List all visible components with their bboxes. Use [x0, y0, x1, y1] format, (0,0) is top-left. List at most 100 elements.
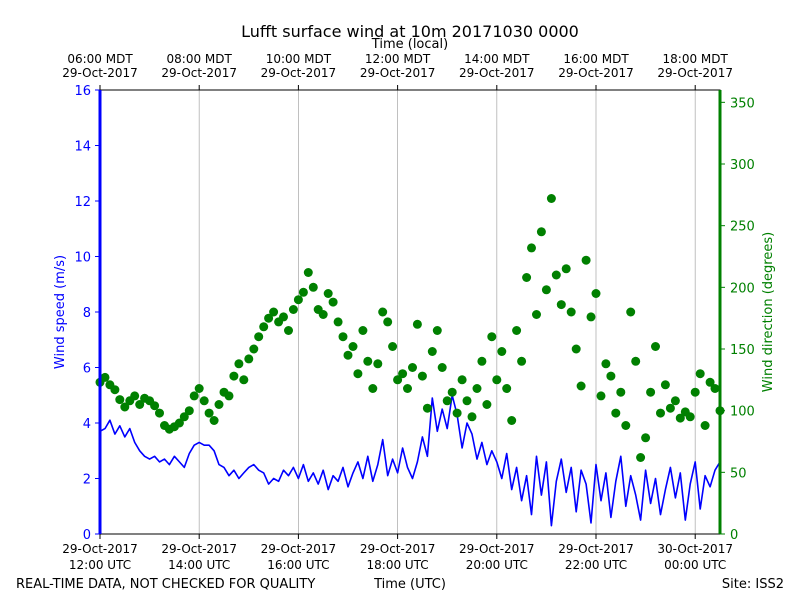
- wind-direction-point: [670, 396, 680, 406]
- wind-direction-point: [522, 273, 532, 282]
- wind-direction-point: [541, 285, 551, 295]
- wind-direction-point: [462, 396, 472, 406]
- wind-direction-point: [239, 375, 249, 385]
- wind-direction-point: [422, 403, 432, 413]
- wind-direction-point: [477, 356, 487, 366]
- wind-direction-point: [646, 387, 656, 397]
- wind-direction-point: [507, 416, 517, 425]
- top-tick-label: 14:00 MDT: [464, 52, 530, 66]
- wind-direction-point: [457, 375, 467, 385]
- wind-direction-point: [621, 421, 631, 430]
- wind-direction-point: [591, 289, 601, 298]
- wind-direction-point: [596, 391, 606, 401]
- wind-direction-point: [348, 342, 358, 351]
- bottom-tick-label: 20:00 UTC: [466, 558, 528, 572]
- wind-direction-point: [447, 387, 457, 397]
- wind-direction-point: [288, 305, 298, 314]
- wind-direction-point: [700, 421, 710, 430]
- left-axis-ticks: 0 2 4 6 8 10 12 14 16: [74, 84, 100, 543]
- wind-direction-point: [308, 282, 318, 292]
- left-tick-label: 2: [83, 473, 91, 488]
- bottom-tick-label: 00:00 UTC: [664, 558, 726, 572]
- wind-direction-series: [95, 194, 725, 462]
- left-tick-label: 14: [74, 140, 91, 155]
- wind-direction-point: [150, 401, 160, 411]
- top-axis-label: Time (local): [371, 37, 448, 52]
- right-tick-label: 200: [730, 281, 755, 296]
- wind-direction-point: [234, 359, 244, 369]
- left-tick-label: 0: [83, 528, 91, 543]
- top-tick-label: 08:00 MDT: [167, 52, 233, 66]
- bottom-axis-ticks: 29-Oct-2017 12:00 UTC 29-Oct-2017 14:00 UTC…: [62, 534, 733, 572]
- wind-direction-point: [398, 369, 408, 379]
- wind-direction-point: [383, 317, 393, 327]
- wind-direction-point: [536, 227, 546, 237]
- bottom-tick-label: 29-Oct-2017: [360, 542, 436, 556]
- wind-direction-point: [695, 369, 705, 379]
- left-tick-label: 16: [74, 84, 91, 99]
- wind-direction-point: [155, 408, 164, 418]
- bottom-tick-label: 22:00 UTC: [565, 558, 627, 572]
- bottom-tick-label: 30-Oct-2017: [657, 542, 733, 556]
- left-tick-label: 8: [83, 306, 91, 321]
- wind-direction-point: [393, 375, 403, 385]
- wind-direction-point: [527, 243, 536, 253]
- wind-direction-point: [328, 297, 338, 307]
- wind-direction-point: [259, 322, 269, 332]
- right-tick-label: 300: [730, 158, 755, 173]
- top-tick-label: 29-Oct-2017: [161, 66, 237, 80]
- wind-direction-point: [338, 332, 348, 342]
- bottom-axis-label: Time (UTC): [373, 577, 446, 592]
- top-tick-label: 18:00 MDT: [663, 52, 729, 66]
- wind-direction-point: [204, 408, 214, 418]
- wind-direction-point: [606, 371, 616, 381]
- wind-direction-point: [710, 384, 720, 393]
- wind-direction-point: [551, 270, 561, 280]
- wind-direction-point: [378, 307, 388, 317]
- wind-direction-point: [656, 408, 665, 418]
- bottom-tick-label: 14:00 UTC: [168, 558, 230, 572]
- top-tick-label: 29-Oct-2017: [459, 66, 535, 80]
- wind-direction-point: [323, 289, 333, 298]
- wind-direction-point: [298, 287, 308, 297]
- bottom-tick-label: 29-Oct-2017: [62, 542, 138, 556]
- wind-direction-point: [179, 412, 189, 422]
- wind-speed-line: [99, 394, 721, 527]
- wind-direction-point: [685, 412, 695, 422]
- right-axis-label: Wind direction (degrees): [761, 232, 776, 392]
- wind-direction-point: [472, 384, 482, 393]
- wind-direction-point: [690, 387, 700, 397]
- bottom-tick-label: 29-Oct-2017: [161, 542, 237, 556]
- wind-direction-point: [135, 400, 145, 409]
- wind-direction-point: [611, 408, 621, 418]
- right-axis-ticks: 0 50 100 150 200 250 300 350: [720, 96, 755, 543]
- wind-direction-point: [452, 408, 462, 418]
- wind-direction-point: [497, 347, 507, 356]
- wind-direction-point: [482, 400, 492, 409]
- wind-direction-point: [561, 264, 571, 274]
- wind-direction-point: [189, 391, 199, 401]
- right-tick-label: 0: [730, 528, 738, 543]
- wind-direction-point: [532, 310, 541, 319]
- wind-direction-point: [408, 363, 417, 372]
- wind-direction-point: [571, 344, 581, 354]
- left-tick-label: 12: [74, 195, 91, 210]
- top-tick-label: 06:00 MDT: [67, 52, 133, 66]
- wind-direction-point: [363, 356, 373, 366]
- bottom-tick-label: 12:00 UTC: [69, 558, 131, 572]
- wind-direction-point: [318, 310, 328, 319]
- wind-direction-point: [264, 313, 274, 323]
- wind-direction-point: [581, 255, 591, 265]
- wind-direction-point: [110, 385, 120, 395]
- bottom-tick-label: 29-Oct-2017: [558, 542, 634, 556]
- left-tick-label: 4: [83, 417, 91, 432]
- right-tick-label: 50: [730, 466, 747, 481]
- right-tick-label: 150: [730, 343, 755, 358]
- wind-direction-point: [214, 400, 224, 409]
- wind-direction-point: [487, 332, 497, 342]
- wind-direction-point: [244, 354, 254, 364]
- wind-direction-point: [403, 384, 412, 393]
- wind-direction-point: [566, 307, 576, 317]
- top-tick-label: 29-Oct-2017: [558, 66, 634, 80]
